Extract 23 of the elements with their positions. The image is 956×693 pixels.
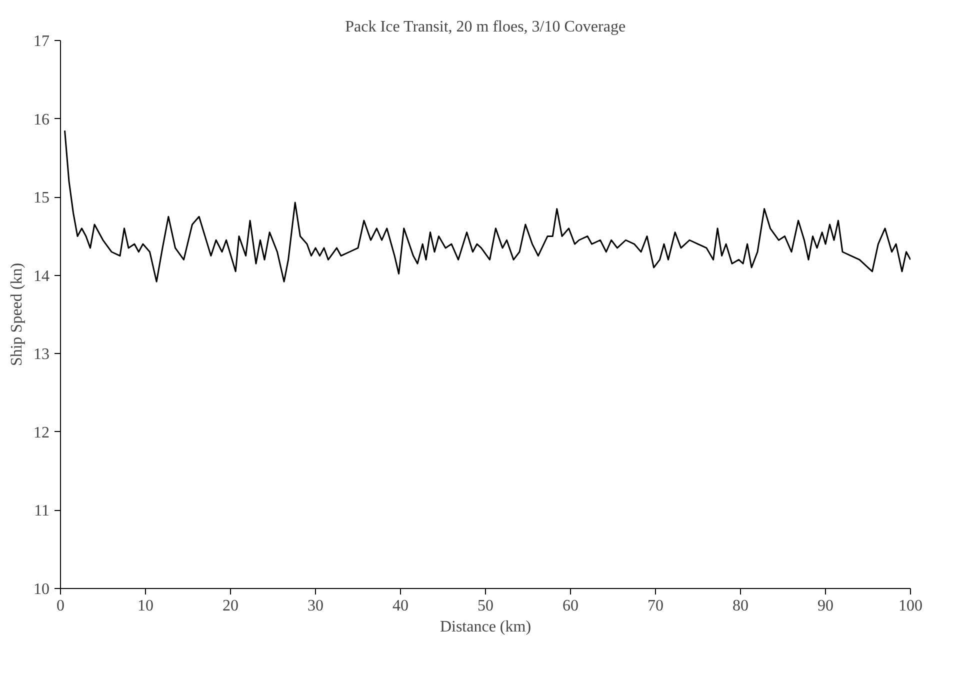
y-tick-label: 15 xyxy=(34,190,50,207)
x-tick-label: 0 xyxy=(56,598,64,614)
x-tick-label: 90 xyxy=(818,598,834,614)
y-tick-label: 16 xyxy=(34,111,50,128)
x-tick-label: 20 xyxy=(222,598,238,614)
x-tick-label: 30 xyxy=(308,598,324,614)
y-tick-label: 12 xyxy=(34,424,50,442)
y-axis-title: Ship Speed (kn) xyxy=(8,262,26,366)
x-axis-title: Distance (km) xyxy=(440,618,532,636)
line-series xyxy=(64,130,910,282)
y-tick-label: 14 xyxy=(34,268,50,285)
x-tick-label: 50 xyxy=(478,598,494,614)
x-tick-label: 10 xyxy=(138,598,154,614)
y-tick-label: 11 xyxy=(34,502,50,520)
x-tick-label: 60 xyxy=(562,598,578,614)
chart-title: Pack Ice Transit, 20 m floes, 3/10 Coverage xyxy=(345,18,626,36)
x-tick-label: 40 xyxy=(392,598,408,614)
x-tick-label: 70 xyxy=(648,598,664,614)
x-tick-label: 100 xyxy=(898,598,922,614)
y-tick-label: 13 xyxy=(34,346,50,364)
y-tick-label: 17 xyxy=(34,33,50,50)
x-tick-label: 80 xyxy=(732,598,748,614)
y-tick-label: 10 xyxy=(34,581,50,598)
